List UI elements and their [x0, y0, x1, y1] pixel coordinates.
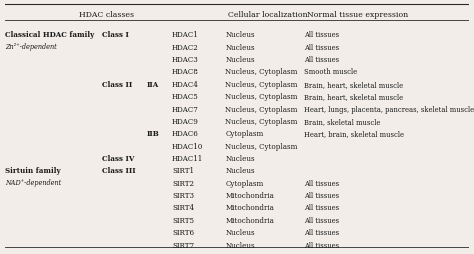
Text: HDAC9: HDAC9	[172, 117, 199, 125]
Text: HDAC8: HDAC8	[172, 68, 199, 76]
Text: Nucleus: Nucleus	[226, 56, 255, 64]
Text: Mitochondria: Mitochondria	[226, 216, 274, 224]
Text: Nucleus: Nucleus	[226, 228, 255, 236]
Text: Smooth muscle: Smooth muscle	[304, 68, 357, 76]
Text: Class II: Class II	[102, 81, 133, 88]
Text: All tissues: All tissues	[304, 43, 339, 52]
Text: Brain, heart, skeletal muscle: Brain, heart, skeletal muscle	[304, 93, 403, 101]
Text: Class III: Class III	[102, 167, 136, 175]
Text: HDAC6: HDAC6	[172, 130, 199, 138]
Text: Nucleus, Cytoplasm: Nucleus, Cytoplasm	[226, 93, 298, 101]
Text: Nucleus: Nucleus	[226, 241, 255, 249]
Text: All tissues: All tissues	[304, 204, 339, 212]
Text: Cellular localization: Cellular localization	[228, 11, 307, 19]
Text: Brain, skeletal muscle: Brain, skeletal muscle	[304, 117, 381, 125]
Text: Nucleus, Cytoplasm: Nucleus, Cytoplasm	[226, 81, 298, 88]
Text: Classical HDAC family: Classical HDAC family	[5, 31, 94, 39]
Text: Sirtuin family: Sirtuin family	[5, 167, 61, 175]
Text: SIRT7: SIRT7	[172, 241, 194, 249]
Text: Nucleus: Nucleus	[226, 154, 255, 162]
Text: Nucleus, Cytoplasm: Nucleus, Cytoplasm	[226, 142, 298, 150]
Text: Nucleus, Cytoplasm: Nucleus, Cytoplasm	[226, 68, 298, 76]
Text: Zn²⁺-dependent: Zn²⁺-dependent	[5, 43, 57, 51]
Text: Nucleus, Cytoplasm: Nucleus, Cytoplasm	[226, 117, 298, 125]
Text: Mitochondria: Mitochondria	[226, 204, 274, 212]
Text: Cytoplasm: Cytoplasm	[226, 130, 264, 138]
Text: All tissues: All tissues	[304, 191, 339, 199]
Text: Nucleus: Nucleus	[226, 43, 255, 52]
Text: IIB: IIB	[146, 130, 159, 138]
Text: HDAC1: HDAC1	[172, 31, 199, 39]
Text: SIRT1: SIRT1	[172, 167, 194, 175]
Text: HDAC3: HDAC3	[172, 56, 199, 64]
Text: Cytoplasm: Cytoplasm	[226, 179, 264, 187]
Text: Class IV: Class IV	[102, 154, 135, 162]
Text: All tissues: All tissues	[304, 179, 339, 187]
Text: Class I: Class I	[102, 31, 129, 39]
Text: NAD⁺-dependent: NAD⁺-dependent	[5, 178, 62, 186]
Text: Nucleus: Nucleus	[226, 31, 255, 39]
Text: HDAC10: HDAC10	[172, 142, 203, 150]
Text: SIRT5: SIRT5	[172, 216, 194, 224]
Text: HDAC classes: HDAC classes	[79, 11, 134, 19]
Text: All tissues: All tissues	[304, 56, 339, 64]
Text: Nucleus, Cytoplasm: Nucleus, Cytoplasm	[226, 105, 298, 113]
Text: Brain, heart, skeletal muscle: Brain, heart, skeletal muscle	[304, 81, 403, 88]
Text: All tissues: All tissues	[304, 216, 339, 224]
Text: IIA: IIA	[146, 81, 159, 88]
Text: Normal tissue expression: Normal tissue expression	[307, 11, 408, 19]
Text: Heart, brain, skeletal muscle: Heart, brain, skeletal muscle	[304, 130, 404, 138]
Text: HDAC4: HDAC4	[172, 81, 199, 88]
Text: HDAC5: HDAC5	[172, 93, 199, 101]
Text: All tissues: All tissues	[304, 228, 339, 236]
Text: HDAC2: HDAC2	[172, 43, 199, 52]
Text: All tissues: All tissues	[304, 241, 339, 249]
Text: Mitochondria: Mitochondria	[226, 191, 274, 199]
Text: SIRT3: SIRT3	[172, 191, 194, 199]
Text: SIRT6: SIRT6	[172, 228, 194, 236]
Text: SIRT4: SIRT4	[172, 204, 194, 212]
Text: Heart, lungs, placenta, pancreas, skeletal muscle, thymus: Heart, lungs, placenta, pancreas, skelet…	[304, 105, 474, 113]
Text: All tissues: All tissues	[304, 31, 339, 39]
Text: HDAC7: HDAC7	[172, 105, 199, 113]
Text: Nucleus: Nucleus	[226, 167, 255, 175]
Text: HDAC11: HDAC11	[172, 154, 203, 162]
Text: SIRT2: SIRT2	[172, 179, 194, 187]
